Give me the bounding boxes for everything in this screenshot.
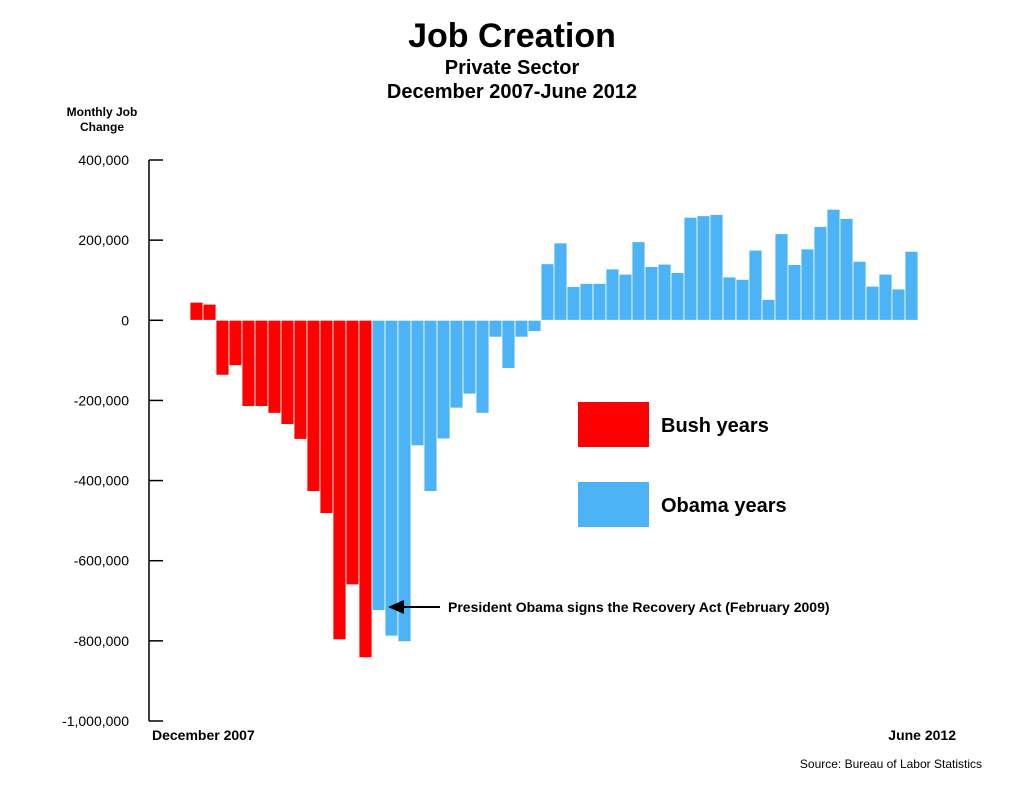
bar-bush-2: [215, 319, 230, 376]
y-tick-label: -1,000,000: [62, 713, 129, 729]
x-axis-start-label: December 2007: [152, 727, 255, 743]
bar-bush-13: [358, 319, 373, 659]
chart-title: Job Creation: [408, 17, 616, 55]
bar-obama-41: [904, 250, 919, 321]
bar-obama-19: [618, 273, 633, 321]
bar-obama-32: [787, 264, 802, 321]
bar-bush-9: [306, 319, 321, 492]
bar-obama-2: [397, 319, 412, 643]
bar-bush-0: [189, 301, 204, 321]
bar-obama-20: [631, 241, 646, 321]
bar-obama-35: [826, 208, 841, 321]
y-tick-label: -800,000: [74, 633, 129, 649]
bar-bush-5: [254, 319, 269, 407]
y-tick-label: 0: [121, 312, 129, 328]
bar-obama-1: [384, 319, 399, 637]
bar-obama-26: [709, 214, 724, 321]
bar-obama-37: [852, 260, 867, 321]
chart-subtitle-sector: Private Sector: [444, 57, 580, 79]
source-note: Source: Bureau of Labor Statistics: [799, 757, 982, 771]
bar-obama-4: [423, 319, 438, 492]
legend-swatch-bush: [578, 402, 649, 447]
bar-obama-39: [878, 273, 893, 321]
bar-obama-5: [436, 319, 451, 440]
x-axis-end-label: June 2012: [888, 727, 956, 743]
bar-obama-28: [735, 279, 750, 321]
y-tick-label: -400,000: [74, 473, 129, 489]
bar-obama-18: [605, 268, 620, 321]
bar-obama-7: [462, 319, 477, 395]
bar-obama-3: [410, 319, 425, 447]
y-tick-label: -200,000: [74, 392, 129, 408]
bar-bush-8: [293, 319, 308, 440]
legend-label-obama: Obama years: [661, 495, 787, 517]
bar-bush-3: [228, 319, 243, 366]
bar-obama-23: [670, 272, 685, 321]
bar-obama-22: [657, 263, 672, 321]
y-tick-label: 200,000: [78, 232, 129, 248]
bar-obama-14: [553, 242, 568, 321]
bar-obama-11: [514, 319, 529, 338]
bar-obama-25: [696, 215, 711, 321]
bar-obama-33: [800, 248, 815, 321]
bar-obama-30: [761, 299, 776, 321]
bar-obama-24: [683, 216, 698, 321]
bar-obama-31: [774, 233, 789, 321]
bar-obama-0: [371, 319, 386, 611]
bar-obama-13: [540, 263, 555, 321]
bar-bush-1: [202, 303, 217, 321]
annotation-text: President Obama signs the Recovery Act (…: [448, 599, 830, 615]
chart-subtitle-period: December 2007-June 2012: [386, 81, 638, 103]
legend-swatch-obama: [578, 482, 649, 527]
bar-obama-16: [579, 283, 594, 321]
bar-obama-29: [748, 249, 763, 321]
bar-obama-15: [566, 286, 581, 321]
bar-bush-7: [280, 319, 295, 425]
bar-obama-6: [449, 319, 464, 409]
bar-obama-17: [592, 283, 607, 321]
bar-bush-11: [332, 319, 347, 641]
y-tick-label: 400,000: [78, 152, 129, 168]
bar-obama-12: [527, 319, 542, 332]
bar-obama-9: [488, 319, 503, 338]
bar-obama-34: [813, 226, 828, 321]
bar-bush-4: [241, 319, 256, 407]
annotation-arrowhead: [388, 600, 404, 614]
bar-bush-6: [267, 319, 282, 414]
bar-obama-8: [475, 319, 490, 414]
legend-label-bush: Bush years: [661, 415, 769, 437]
bar-obama-21: [644, 266, 659, 321]
bar-obama-10: [501, 319, 516, 369]
bar-obama-38: [865, 285, 880, 321]
bar-bush-10: [319, 319, 334, 514]
y-tick-label: -600,000: [74, 553, 129, 569]
bar-obama-40: [891, 288, 906, 321]
bar-obama-27: [722, 276, 737, 321]
y-axis-label: Monthly Job Change: [66, 105, 138, 134]
bar-bush-12: [345, 319, 360, 586]
bar-obama-36: [839, 218, 854, 321]
